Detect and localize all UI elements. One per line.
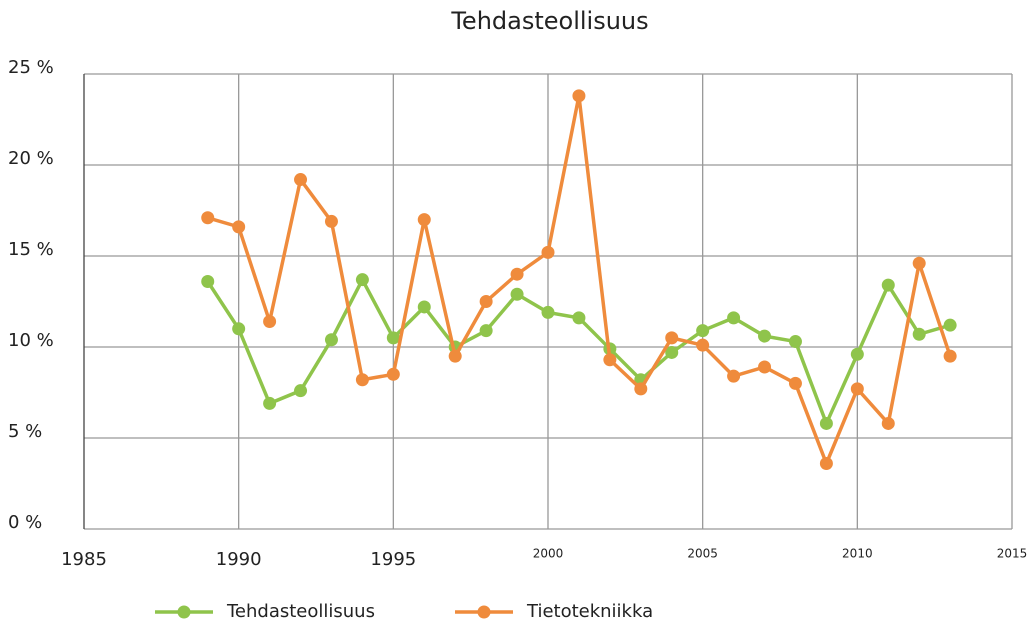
- data-point: [201, 211, 215, 225]
- data-point: [510, 267, 524, 281]
- y-tick-label: 0 %: [8, 512, 42, 533]
- data-point: [324, 333, 338, 347]
- data-point: [850, 382, 864, 396]
- data-point: [294, 384, 308, 398]
- data-point: [263, 315, 277, 329]
- data-point: [819, 456, 833, 470]
- series-line: [207, 95, 952, 469]
- data-point: [448, 349, 462, 363]
- data-point: [263, 396, 277, 410]
- data-point: [479, 295, 493, 308]
- data-point: [758, 360, 772, 374]
- data-point: [232, 220, 246, 234]
- data-point: [696, 324, 710, 338]
- x-tick-label: 1985: [61, 549, 107, 570]
- x-tick-label: 1990: [216, 549, 262, 570]
- data-point: [324, 214, 338, 228]
- data-point: [355, 273, 369, 287]
- series-line: [206, 275, 951, 429]
- x-tick-label: 2015: [997, 547, 1028, 561]
- chart-title: Tehdasteollisuus: [450, 7, 648, 35]
- data-point: [665, 331, 679, 345]
- data-point: [232, 322, 246, 336]
- data-point: [881, 278, 895, 292]
- x-tick-label: 2010: [842, 547, 873, 561]
- data-point: [510, 287, 524, 301]
- data-point: [386, 331, 400, 345]
- data-point: [912, 256, 926, 270]
- data-point: [417, 213, 431, 227]
- data-point: [727, 369, 741, 383]
- data-point: [541, 245, 555, 259]
- data-point: [541, 305, 555, 319]
- data-point: [386, 367, 400, 381]
- legend-marker: [177, 605, 191, 619]
- data-point: [758, 329, 772, 343]
- legend-label: Tehdasteollisuus: [226, 601, 375, 622]
- data-point: [603, 353, 617, 367]
- data-point: [696, 338, 710, 352]
- data-point: [788, 335, 802, 349]
- data-point: [294, 173, 308, 187]
- data-point: [943, 318, 957, 332]
- x-tick-label: 2005: [687, 547, 718, 561]
- y-tick-label: 10 %: [8, 330, 54, 351]
- legend-label: Tietotekniikka: [526, 601, 653, 622]
- data-point: [912, 327, 926, 341]
- data-point: [943, 349, 957, 363]
- data-point: [850, 347, 864, 361]
- legend-marker: [477, 605, 491, 619]
- data-point: [727, 311, 741, 325]
- y-tick-label: 15 %: [8, 239, 54, 260]
- data-point: [201, 274, 215, 288]
- data-point: [665, 345, 679, 359]
- data-point: [355, 373, 369, 387]
- data-point: [788, 376, 802, 390]
- x-tick-label: 1995: [370, 549, 416, 570]
- data-point: [417, 300, 431, 314]
- y-tick-label: 5 %: [8, 421, 42, 442]
- data-point: [819, 416, 833, 430]
- data-point: [634, 382, 648, 396]
- data-point: [572, 311, 586, 325]
- y-tick-label: 25 %: [8, 57, 54, 78]
- data-point: [572, 89, 586, 103]
- x-tick-label: 2000: [533, 547, 564, 561]
- data-point: [881, 416, 895, 430]
- y-tick-label: 20 %: [8, 148, 54, 169]
- data-point: [479, 324, 493, 338]
